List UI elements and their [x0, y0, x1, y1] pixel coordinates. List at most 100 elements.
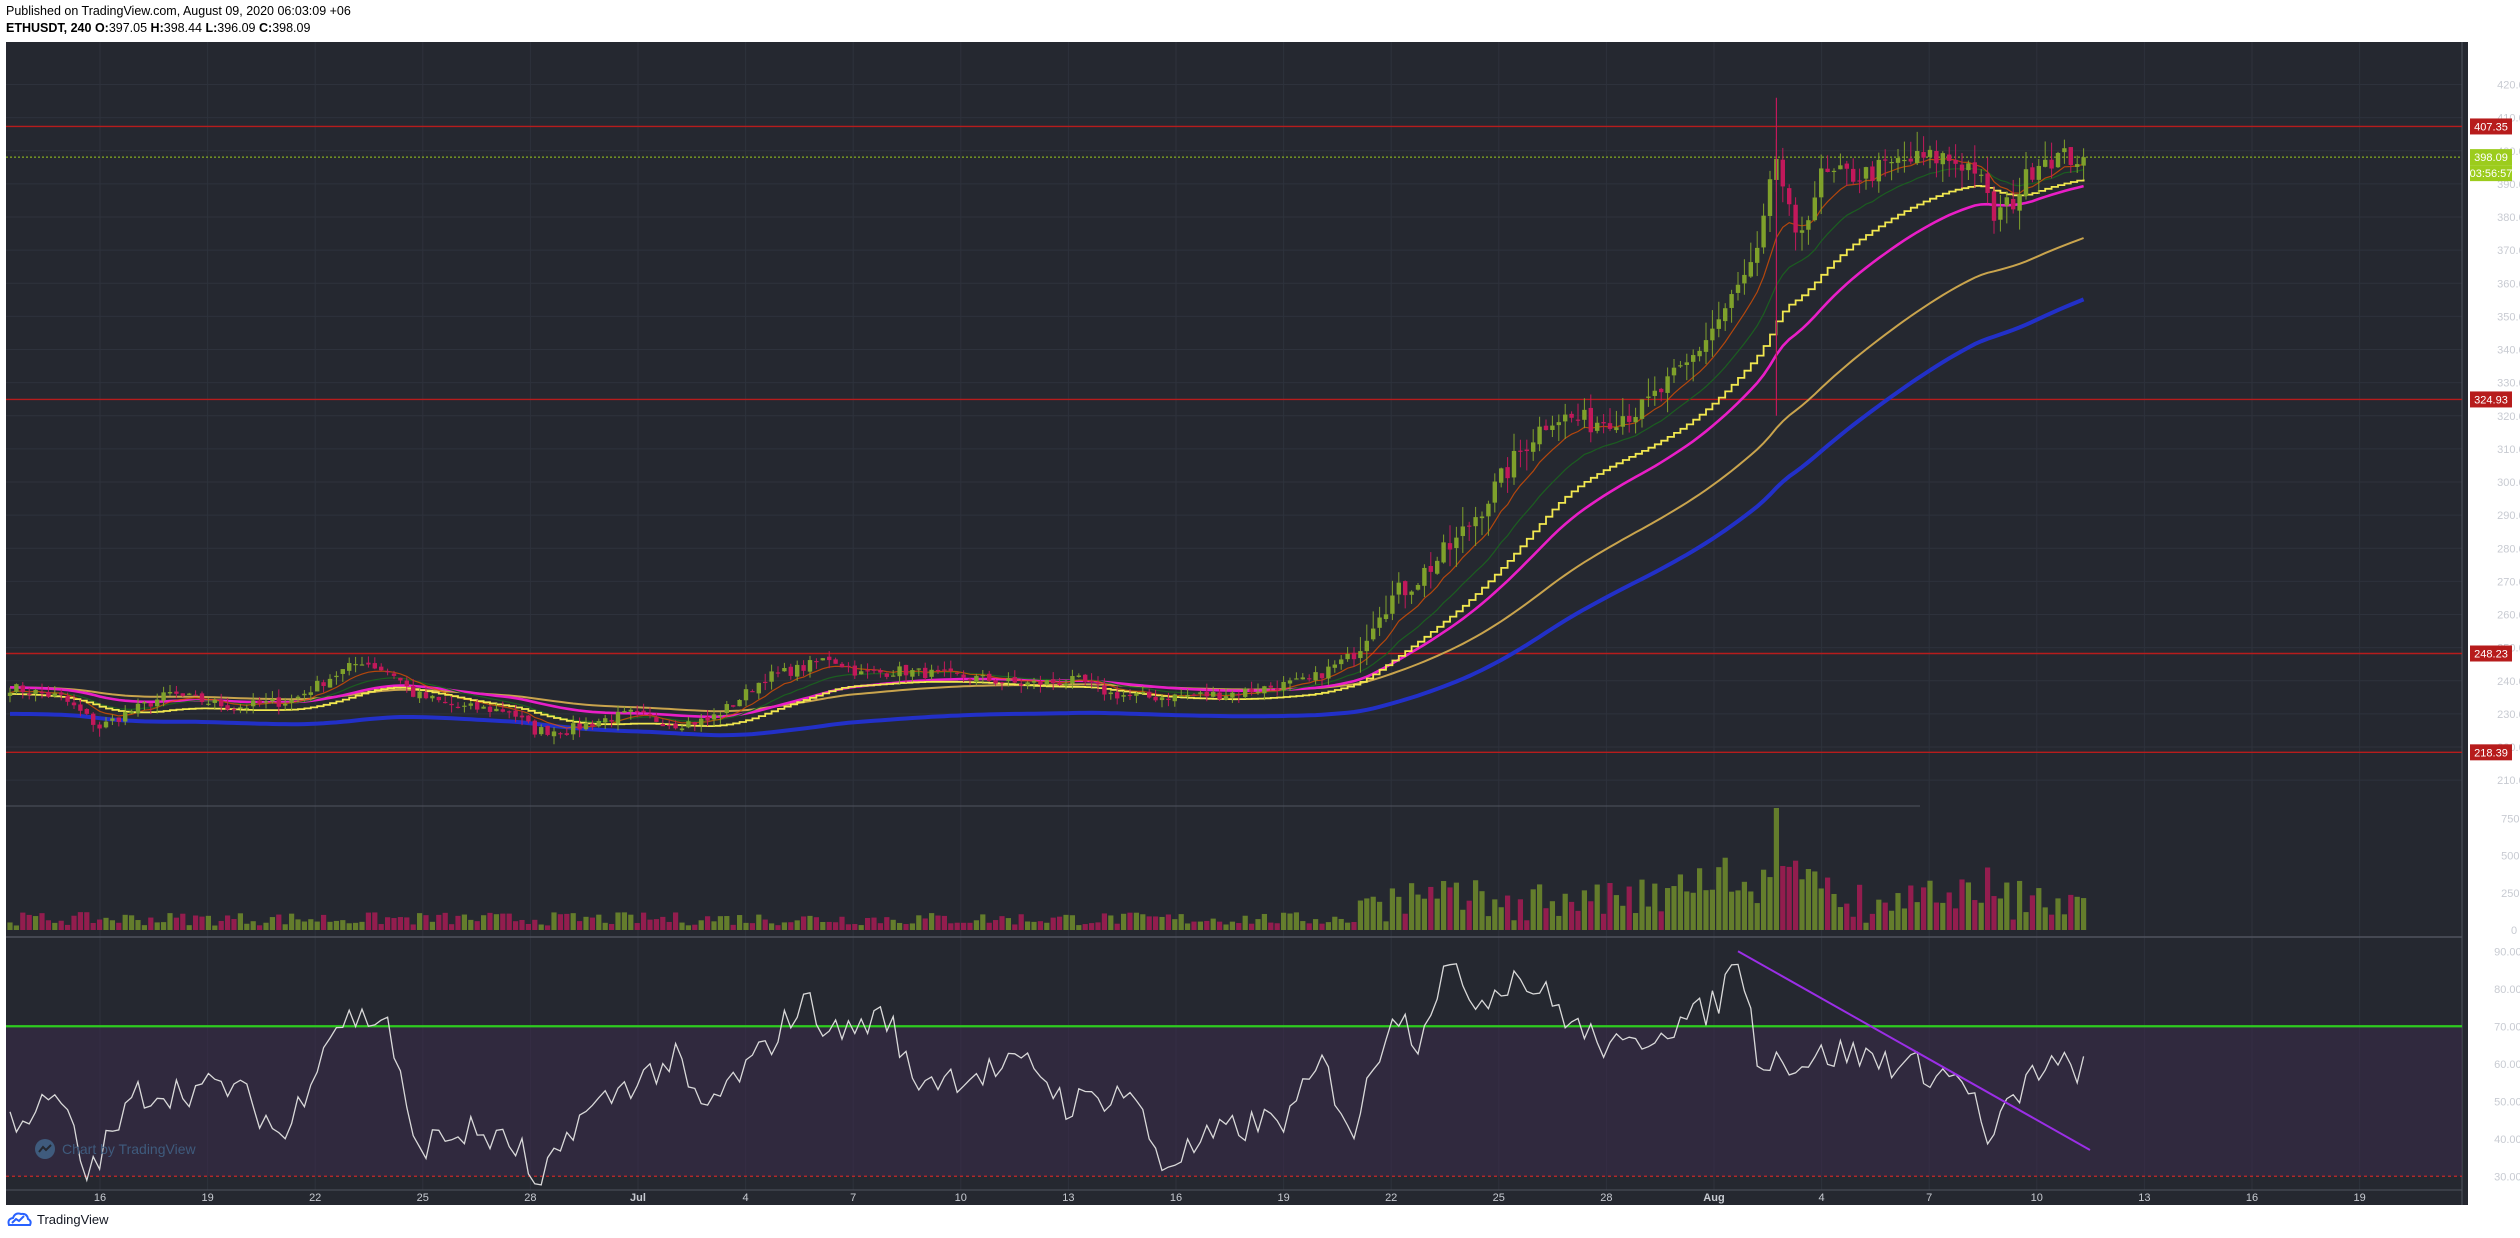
candle-body	[1287, 680, 1293, 684]
time-tick-label: 22	[309, 1192, 321, 1204]
candle-body	[1275, 688, 1280, 691]
volume-bar	[1383, 921, 1389, 930]
candle-body	[513, 710, 518, 717]
rsi-line	[9, 963, 2085, 1186]
candle-body	[334, 675, 339, 678]
candle-body	[2030, 167, 2035, 180]
candle-body	[1294, 678, 1299, 680]
price-axis[interactable]: 210.00220.00230.00240.00250.00260.00270.…	[2494, 80, 2520, 1184]
candle-body	[1531, 442, 1536, 452]
volume-bar	[218, 920, 224, 930]
candle-body	[2036, 165, 2041, 180]
price-tick-label: 380.00	[2497, 212, 2520, 224]
rsi-tick-label: 60.0000	[2494, 1059, 2520, 1071]
time-tick-label: 25	[1493, 1192, 1505, 1204]
chart-background	[6, 42, 2468, 1205]
volume-bar	[161, 922, 167, 930]
candle-body	[33, 689, 38, 694]
volume-bar	[1626, 886, 1632, 930]
volume-bar	[289, 913, 295, 930]
time-axis[interactable]: 16 19 22 25 28 Jul 4 7 10 13 16 19 22 25 28 Aug 4 7 10 13 16…	[94, 1192, 2366, 1204]
time-tick-label: 7	[1926, 1192, 1932, 1204]
volume-bar	[84, 912, 90, 930]
volume-bar	[941, 915, 947, 930]
candle-body	[161, 692, 166, 701]
volume-bar	[135, 920, 141, 930]
candle-body	[1505, 467, 1510, 479]
candle-body	[1998, 207, 2003, 220]
candle-body	[443, 701, 448, 704]
chart-canvas[interactable]: 210.00220.00230.00240.00250.00260.00270.…	[0, 0, 2520, 1205]
candle-body	[564, 733, 569, 735]
candle-body	[1857, 180, 1862, 182]
candle-body	[1646, 396, 1651, 398]
volume-bar	[269, 917, 275, 930]
candle-body	[116, 717, 121, 722]
volume-bar	[1697, 868, 1703, 930]
candle-body	[238, 707, 243, 709]
price-tag-bg	[2470, 149, 2512, 166]
candle-body	[526, 715, 531, 722]
time-tick-label: 19	[1277, 1192, 1289, 1204]
volume-bar	[993, 920, 999, 930]
candle-body	[251, 700, 256, 707]
volume-bar	[2055, 898, 2061, 930]
volume-bar	[897, 922, 903, 930]
volume-bar	[474, 921, 480, 930]
volume-bar	[1953, 908, 1959, 930]
volume-bar	[1364, 898, 1370, 930]
candle-body	[1863, 167, 1869, 179]
candle-body	[71, 702, 77, 706]
volume-bar	[1677, 874, 1683, 930]
candle-body	[878, 670, 883, 673]
volume-bar	[212, 925, 218, 930]
watermark: Chart by TradingView	[34, 1138, 196, 1160]
candle-body	[724, 704, 729, 714]
price-tag-bg	[2470, 165, 2512, 182]
volume-bar	[7, 922, 13, 930]
volume-bar	[1421, 898, 1427, 930]
volume-bar	[1255, 919, 1261, 930]
candle-body	[1364, 640, 1369, 652]
volume-bar	[1812, 871, 1818, 930]
volume-bar	[1658, 911, 1664, 930]
volume-bar	[666, 921, 672, 930]
candle-body	[641, 710, 646, 713]
volume-bar	[1940, 902, 1946, 930]
rsi-band	[6, 1026, 2462, 1177]
volume-bar	[65, 924, 71, 930]
volume-bar	[577, 921, 583, 930]
volume-bar	[109, 920, 115, 930]
volume-bar	[986, 922, 992, 930]
volume-bar	[525, 923, 531, 930]
candle-body	[2049, 159, 2054, 169]
candle-body	[1652, 390, 1657, 396]
volume-bar	[1101, 913, 1107, 930]
volume-bar	[340, 920, 346, 930]
volume-bar	[679, 922, 685, 930]
volume-bar	[423, 915, 429, 930]
price-tick-label: 290.00	[2497, 510, 2520, 522]
volume-bar	[1837, 907, 1843, 930]
candle-body	[622, 711, 627, 713]
volume-bar	[1069, 915, 1075, 930]
candle-body	[731, 705, 736, 707]
volume-bar	[1133, 912, 1139, 930]
candle-body	[603, 718, 608, 723]
volume-bar	[1089, 923, 1095, 930]
footer[interactable]: TradingView	[6, 1210, 109, 1228]
candle-body	[187, 693, 192, 695]
candles	[7, 97, 2086, 745]
price-tag-label: 398.09	[2474, 152, 2508, 164]
volume-bar	[1229, 921, 1235, 930]
volume-bar	[877, 923, 883, 930]
time-tick-label: 13	[1062, 1192, 1074, 1204]
candle-body	[103, 721, 109, 728]
volume-bar	[858, 925, 864, 930]
volume-bar	[1818, 888, 1824, 930]
candle-body	[385, 671, 390, 673]
candle-body	[1217, 692, 1222, 700]
volume-bar	[1933, 902, 1939, 930]
candle-body	[1921, 152, 1926, 158]
candle-body	[1153, 696, 1158, 701]
